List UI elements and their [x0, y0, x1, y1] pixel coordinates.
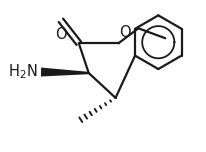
Text: H$_2$N: H$_2$N [8, 63, 37, 81]
Text: O: O [55, 27, 67, 42]
Text: O: O [119, 25, 131, 40]
Polygon shape [41, 67, 89, 76]
